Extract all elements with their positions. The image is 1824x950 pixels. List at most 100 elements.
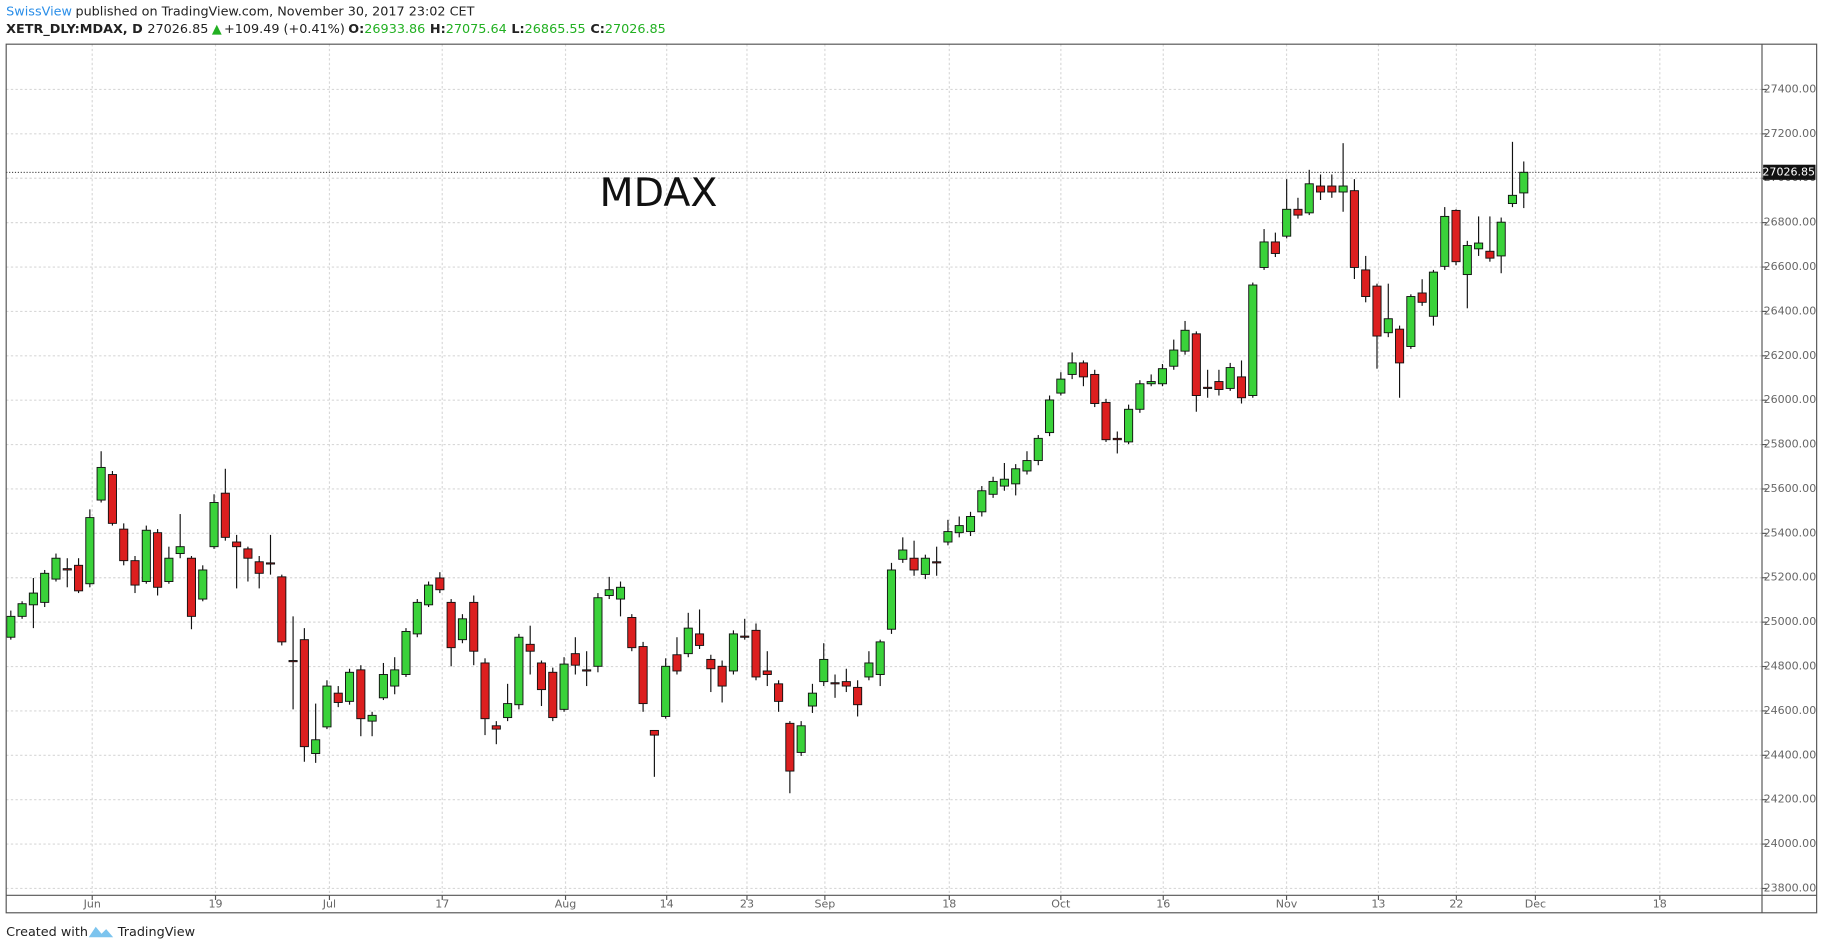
candle-body [209, 502, 219, 548]
x-tick-label: Oct [1051, 898, 1071, 911]
candle-body [333, 692, 343, 703]
candle-body [932, 561, 942, 564]
x-tick-label: Sep [814, 898, 835, 911]
candle-body [1135, 383, 1145, 410]
candle-body [17, 603, 27, 617]
candle-body [706, 658, 716, 670]
y-tick-label: 26200.00 [1764, 349, 1817, 362]
candle-body [1101, 401, 1111, 441]
y-tick-label: 26600.00 [1764, 260, 1817, 273]
candle-body [1124, 408, 1134, 443]
open-label: O: [348, 22, 364, 37]
candle-body [74, 564, 84, 592]
candle-body [593, 597, 603, 667]
y-tick-label: 23800.00 [1764, 881, 1817, 894]
low-value: 26865.55 [525, 22, 586, 37]
y-tick-label: 27200.00 [1764, 127, 1817, 140]
x-tick-label: 19 [208, 898, 222, 911]
close-value: 27026.85 [605, 22, 666, 37]
candle-body [1462, 245, 1472, 276]
candle-body [1327, 185, 1337, 193]
candle-body [1078, 362, 1088, 378]
candle-body [695, 633, 705, 646]
candle-body [401, 630, 411, 675]
candle-body [762, 670, 772, 675]
candle-body [898, 549, 908, 560]
candle-body [841, 681, 851, 687]
candle-body [1270, 241, 1280, 254]
y-tick-label: 24200.00 [1764, 793, 1817, 806]
y-tick-label: 25800.00 [1764, 438, 1817, 451]
candle-body [1474, 242, 1484, 250]
candle-body [62, 568, 72, 571]
symbol-line: XETR_DLY:MDAX, D 27026.85 ▲ +109.49 (+0.41%… [6, 22, 666, 37]
frame [5, 43, 1818, 914]
candle-body [1428, 271, 1438, 317]
chart-title: MDAX [600, 170, 718, 216]
candle-body [96, 466, 106, 501]
candle-body [311, 739, 321, 754]
candle-body [153, 532, 163, 588]
candle-body [1485, 250, 1495, 259]
candle-body [6, 615, 16, 638]
candle-body [570, 653, 580, 666]
candle-body [1293, 208, 1303, 216]
candle-body [728, 633, 738, 672]
candle-body [299, 639, 309, 748]
candle-body [446, 601, 456, 649]
x-tick-label: 18 [1653, 898, 1667, 911]
candle-body [864, 662, 874, 678]
candle-body [288, 660, 298, 663]
candle-body [390, 669, 400, 687]
candle-body [1169, 349, 1179, 367]
close-label: C: [590, 22, 605, 37]
footer-brand[interactable]: TradingView [117, 925, 195, 940]
candle-body [1067, 362, 1077, 375]
candle-body [1519, 171, 1529, 194]
candle-body [774, 683, 784, 702]
candle-body [322, 685, 332, 728]
y-tick-label: 26400.00 [1764, 304, 1817, 317]
candle-body [1191, 333, 1201, 396]
y-tick-label: 24000.00 [1764, 837, 1817, 850]
y-tick-label: 24600.00 [1764, 704, 1817, 717]
x-tick-label: Nov [1276, 898, 1298, 911]
candle-body [345, 671, 355, 702]
y-tick-label: 25400.00 [1764, 526, 1817, 539]
x-tick-label: 17 [435, 898, 449, 911]
candle-body [175, 546, 185, 555]
candle-body [999, 478, 1009, 487]
candle-body [548, 671, 558, 719]
candle-body [186, 557, 197, 617]
candle-body [28, 592, 38, 606]
y-tick-label: 25600.00 [1764, 482, 1817, 495]
candle-body [1496, 221, 1506, 257]
x-tick-label: Jun [83, 898, 101, 911]
candle-body [525, 643, 535, 652]
candle-body [1203, 386, 1213, 389]
candles [6, 141, 1763, 794]
candle-body [1507, 194, 1518, 205]
candle-body [920, 557, 930, 575]
candle-body [254, 561, 264, 574]
candle-body [977, 490, 987, 513]
candle-body [164, 557, 174, 582]
candle-body [1361, 269, 1371, 298]
candle-body [1146, 381, 1156, 385]
candle-body [751, 629, 761, 678]
candle-body [1112, 437, 1122, 441]
candle-body [198, 569, 208, 600]
user[interactable]: SwissView [6, 4, 72, 19]
candle-body [1090, 373, 1100, 404]
open-value: 26933.86 [364, 22, 425, 37]
candle-body [886, 569, 897, 630]
axes: 23800.00 24000.00 24200.00 24400.00 24600.00… [5, 43, 1818, 914]
y-tick-label: 26000.00 [1764, 393, 1817, 406]
candle-body [559, 663, 569, 710]
candle-body [536, 662, 547, 691]
candle-body [1417, 292, 1427, 303]
candle-body [853, 686, 863, 706]
candle-body [717, 665, 727, 687]
